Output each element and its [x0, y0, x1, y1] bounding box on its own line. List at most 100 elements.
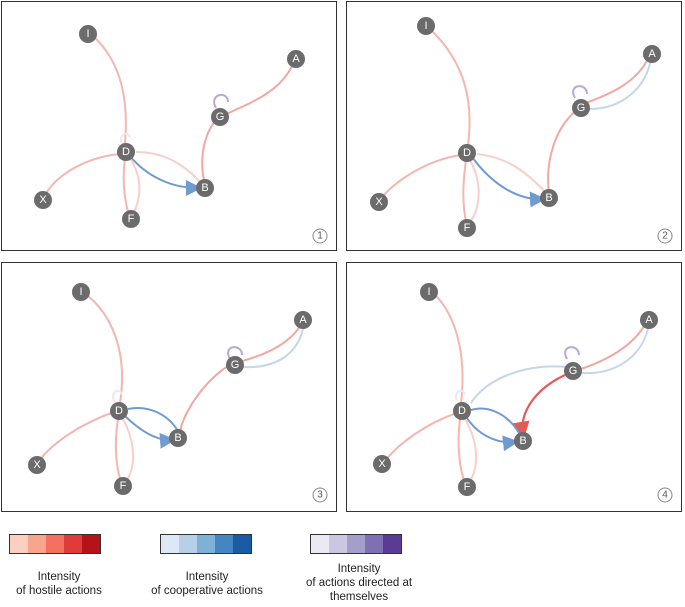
self-swatch-3 [347, 535, 365, 553]
edge-g-a [221, 59, 296, 117]
edge-b-d-coop [127, 407, 179, 432]
node-d: D [117, 143, 135, 161]
hostile-swatch-5 [82, 535, 100, 553]
edge-a-g-coop [581, 322, 650, 375]
svg-text:B: B [174, 432, 181, 444]
cooperative-swatch-4 [215, 535, 233, 553]
svg-text:B: B [519, 435, 526, 447]
legend-cooperative-label: Intensity of cooperative actions [151, 571, 263, 597]
edge-d-b-coop [471, 156, 546, 208]
node-d: D [110, 402, 128, 420]
svg-text:I: I [86, 28, 89, 40]
edge-g-b [547, 109, 578, 193]
cooperative-swatch-5 [233, 535, 251, 553]
svg-text:F: F [464, 222, 471, 234]
svg-text:A: A [648, 48, 656, 60]
node-x: X [28, 456, 46, 474]
node-f: F [458, 219, 476, 237]
svg-text:G: G [577, 102, 586, 114]
self-loop-g [564, 346, 580, 360]
svg-text:X: X [39, 194, 47, 206]
svg-text:I: I [79, 286, 82, 298]
svg-text:F: F [120, 480, 127, 492]
svg-text:I: I [424, 20, 427, 32]
self-loop-d [112, 389, 123, 402]
edge-d-f [457, 418, 466, 484]
edge-d-f [462, 159, 467, 223]
edge-d-f2 [129, 157, 141, 215]
self-color-scale [310, 534, 402, 554]
node-f: F [122, 210, 140, 228]
network-graph-2: I A G D B X F 2 [370, 17, 673, 244]
node-x: X [370, 193, 388, 211]
svg-text:B: B [545, 192, 552, 204]
panel-number: 3 [317, 490, 323, 501]
legend-hostile-label: Intensity of hostile actions [16, 571, 102, 597]
edge-g-d-coop [470, 365, 568, 404]
panel-number: 1 [317, 231, 323, 242]
edge-d-f2 [122, 418, 135, 482]
edge-d-x [381, 154, 462, 198]
node-g: G [226, 356, 244, 374]
node-b: B [540, 189, 558, 207]
legend-cooperative [160, 534, 252, 554]
network-graph-4: I A G D B X F 4 [373, 283, 673, 503]
svg-text:G: G [569, 365, 578, 377]
node-a: A [287, 50, 305, 68]
self-swatch-2 [329, 535, 347, 553]
network-panel-2: I A G D B X F 2 [346, 1, 682, 251]
hostile-swatch-3 [46, 535, 64, 553]
svg-text:D: D [115, 405, 123, 417]
node-x: X [34, 191, 52, 209]
svg-text:A: A [299, 314, 307, 326]
node-g: G [572, 99, 590, 117]
node-b: B [196, 179, 214, 197]
svg-text:X: X [378, 458, 386, 470]
self-loop-d [455, 389, 466, 402]
node-b: B [169, 429, 187, 447]
edge-b-d-coop [470, 407, 520, 434]
network-graph-1: I A G D B X F 1 [34, 25, 328, 244]
hostile-swatch-2 [28, 535, 46, 553]
node-d: D [458, 144, 476, 162]
svg-text:G: G [231, 359, 240, 371]
edge-b-d [135, 151, 203, 185]
edge-d-x [38, 411, 115, 462]
edge-d-b-coop [464, 414, 519, 452]
panel-number: 2 [662, 231, 668, 242]
edge-d-x [384, 412, 458, 462]
svg-text:B: B [201, 182, 208, 194]
svg-text:I: I [427, 286, 430, 298]
node-d: D [453, 402, 471, 420]
self-loop-g [227, 346, 243, 360]
self-swatch-4 [365, 535, 383, 553]
node-a: A [640, 311, 658, 329]
svg-text:A: A [292, 53, 300, 65]
edge-d-b-coop [128, 154, 202, 196]
node-a: A [294, 311, 312, 329]
edge-d-i [432, 292, 464, 404]
panel-number-circle [657, 487, 673, 503]
panel-number: 4 [662, 490, 668, 501]
edge-d-f [114, 418, 122, 482]
hostile-color-scale [9, 534, 101, 554]
network-panel-1: I A G D B X F 1 [1, 1, 337, 251]
svg-text:D: D [463, 147, 471, 159]
self-loop-g [213, 93, 229, 109]
legend-self-label: Intensity of actions directed at themsel… [305, 563, 413, 603]
svg-text:F: F [128, 213, 135, 225]
svg-text:D: D [458, 405, 466, 417]
self-loop-d [120, 132, 131, 145]
node-f: F [114, 477, 132, 495]
svg-text:F: F [464, 481, 471, 493]
node-a: A [643, 45, 661, 63]
cooperative-color-scale [160, 534, 252, 554]
network-panel-3: I A G D B X F 3 [1, 262, 337, 512]
self-loop-g [572, 85, 588, 99]
edge-g-b [201, 119, 217, 181]
node-i: I [72, 283, 90, 301]
node-g: G [564, 362, 582, 380]
svg-text:X: X [33, 459, 41, 471]
node-f: F [458, 478, 476, 496]
edge-g-a [241, 322, 303, 362]
